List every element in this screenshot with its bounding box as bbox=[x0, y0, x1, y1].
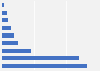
Bar bbox=[2, 41, 18, 45]
Bar bbox=[2, 56, 79, 60]
Bar bbox=[2, 3, 4, 7]
Bar bbox=[2, 18, 8, 22]
Bar bbox=[2, 49, 31, 53]
Bar bbox=[2, 11, 7, 15]
Bar bbox=[2, 33, 14, 38]
Bar bbox=[2, 26, 10, 30]
Bar bbox=[2, 64, 87, 68]
